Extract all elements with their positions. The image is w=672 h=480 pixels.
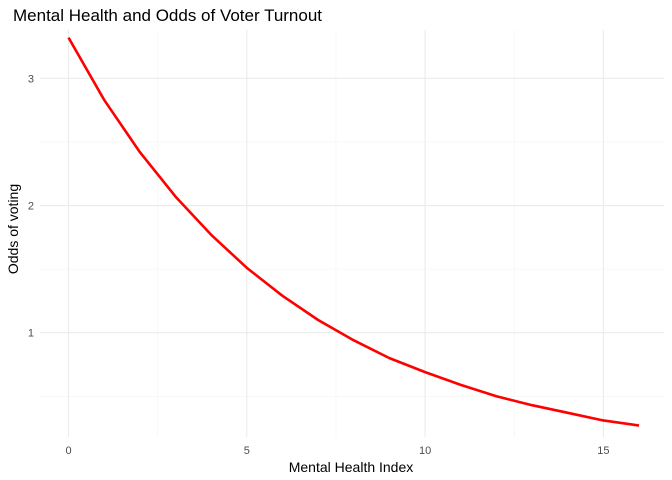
x-axis-title: Mental Health Index: [289, 459, 414, 475]
y-tick-label: 1: [28, 328, 34, 340]
series-layer: [67, 36, 640, 427]
y-tick-label: 2: [28, 201, 34, 213]
major-gridlines: [40, 30, 664, 437]
y-tick-label: 3: [28, 73, 34, 85]
minor-gridlines: [40, 30, 664, 437]
y-axis-title: Odds of voting: [5, 184, 21, 274]
series-line: [67, 36, 640, 427]
y-tick-labels: 1 2 3: [28, 73, 34, 339]
x-tick-label: 15: [597, 445, 609, 457]
chart-title: Mental Health and Odds of Voter Turnout: [13, 6, 322, 25]
x-tick-label: 0: [65, 445, 71, 457]
x-tick-label: 5: [244, 445, 250, 457]
x-tick-labels: 0 5 10 15: [65, 445, 609, 457]
x-tick-label: 10: [419, 445, 431, 457]
